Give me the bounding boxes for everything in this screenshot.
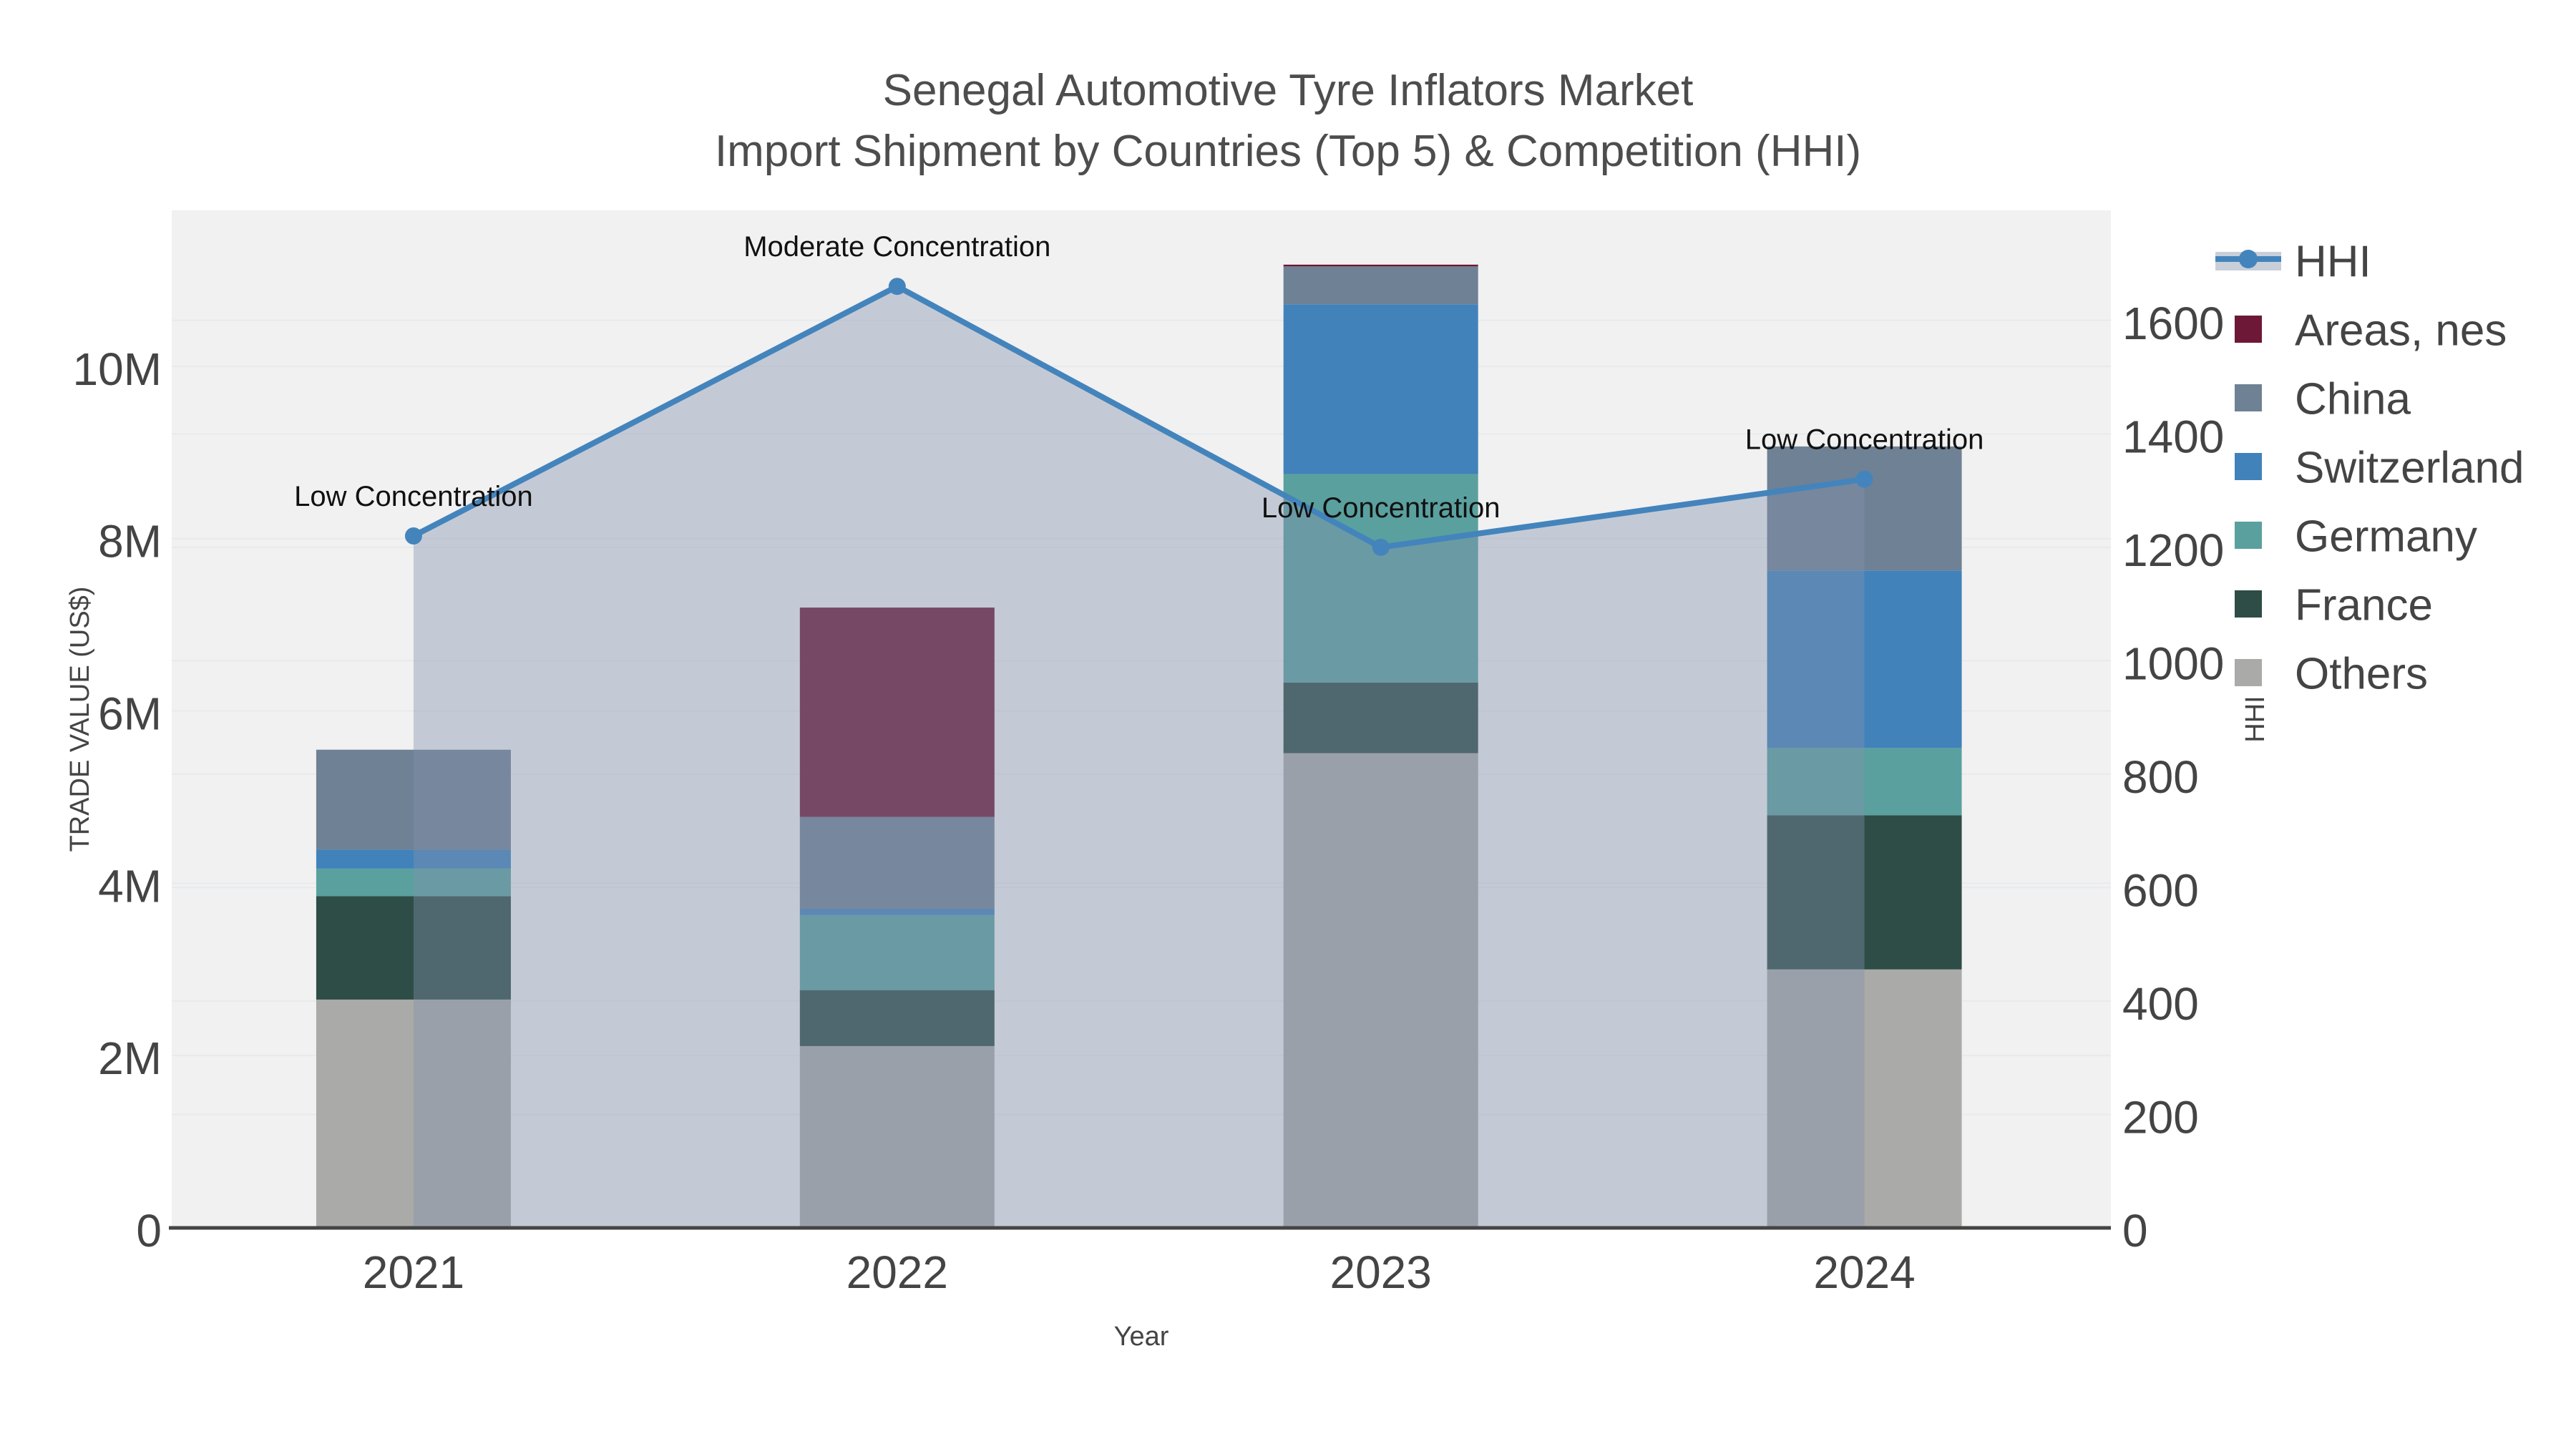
y-right-tick-800: 800 — [2122, 751, 2199, 803]
legend-label: Switzerland — [2295, 444, 2524, 493]
legend-label: Germany — [2295, 512, 2477, 562]
y-right-axis-title: HHI — [2240, 696, 2270, 742]
y-right-tick-1400: 1400 — [2122, 411, 2224, 462]
bar-segment-2022-Germany — [799, 914, 995, 990]
legend-swatch-Germany — [2235, 522, 2262, 549]
bar-segment-2023-France — [1283, 682, 1478, 753]
y-right-tick-1200: 1200 — [2122, 525, 2224, 576]
bar-segment-2022-Switzerland — [799, 909, 995, 915]
y-left-tick-2M: 2M — [98, 1033, 162, 1084]
y-left-tick-10M: 10M — [73, 343, 162, 395]
y-left-axis-title: TRADE VALUE (US$) — [65, 587, 95, 852]
chart-title-line2: Import Shipment by Countries (Top 5) & C… — [714, 127, 1862, 176]
legend-item-Areasnes[interactable]: Areas, nes — [2235, 306, 2507, 356]
bar-segment-2024-France — [1767, 815, 1962, 970]
hhi-marker-2023 — [1372, 538, 1390, 556]
legend-item-Others[interactable]: Others — [2235, 650, 2428, 699]
bar-segment-2023-Germany — [1283, 474, 1478, 683]
bar-segment-2023-Others — [1283, 753, 1478, 1228]
y-left-tick-0: 0 — [136, 1205, 162, 1257]
legend-swatch-France — [2235, 590, 2262, 618]
x-tick-2021: 2021 — [363, 1246, 464, 1298]
y-right-tick-1000: 1000 — [2122, 638, 2224, 689]
hhi-marker-2021 — [404, 527, 422, 545]
legend-label: Areas, nes — [2295, 306, 2507, 356]
y-right-tick-600: 600 — [2122, 864, 2199, 916]
bar-segment-2022-France — [799, 990, 995, 1046]
legend-item-China[interactable]: China — [2235, 375, 2411, 424]
legend-swatch-Areasnes — [2235, 316, 2262, 343]
bar-segment-2021-Others — [316, 999, 511, 1228]
bar-segment-2024-Switzerland — [1767, 570, 1962, 748]
bar-segment-2022-Areasnes — [799, 608, 995, 817]
bar-segment-2024-Others — [1767, 969, 1962, 1228]
legend-label: Others — [2295, 650, 2428, 699]
legend-item-France[interactable]: France — [2235, 581, 2433, 630]
chart-title-line1: Senegal Automotive Tyre Inflators Market — [882, 66, 1694, 115]
hhi-line — [410, 283, 1868, 550]
hhi-marker-2022 — [888, 278, 906, 296]
bar-segment-2022-Others — [799, 1045, 995, 1228]
bar-segment-2024-Germany — [1767, 748, 1962, 816]
bar-segment-2023-Areasnes — [1283, 264, 1478, 267]
bar-segment-2021-France — [316, 896, 511, 1000]
bar-segment-2024-China — [1767, 446, 1962, 571]
bar-segment-2022-China — [799, 816, 995, 909]
x-tick-2024: 2024 — [1813, 1246, 1915, 1298]
x-axis-title: Year — [1114, 1322, 1169, 1352]
bar-segment-2023-China — [1283, 266, 1478, 305]
y-right-tick-200: 200 — [2122, 1091, 2199, 1143]
y-left-tick-4M: 4M — [98, 860, 162, 912]
legend-item-Germany[interactable]: Germany — [2235, 512, 2477, 562]
bar-segment-2021-Germany — [316, 868, 511, 897]
legend-swatch-China — [2235, 384, 2262, 411]
annotation-2024: Low Concentration — [1745, 424, 1984, 456]
legend-swatch-Others — [2235, 659, 2262, 686]
hhi-marker-2024 — [1855, 470, 1873, 488]
bar-segment-2021-China — [316, 749, 511, 850]
y-left-tick-8M: 8M — [98, 516, 162, 567]
y-right-tick-1600: 1600 — [2122, 298, 2224, 349]
legend-label: China — [2295, 375, 2411, 424]
y-left-tick-6M: 6M — [98, 688, 162, 740]
annotation-2023: Low Concentration — [1262, 492, 1501, 524]
legend-label: France — [2295, 581, 2433, 630]
hhi-area-fill — [413, 286, 1865, 1228]
y-right-tick-400: 400 — [2122, 978, 2199, 1030]
legend-label: HHI — [2295, 238, 2371, 287]
legend-swatch-Switzerland — [2235, 453, 2262, 480]
bar-segment-2023-Switzerland — [1283, 304, 1478, 474]
legend-item-Switzerland[interactable]: Switzerland — [2235, 444, 2524, 493]
annotation-2021: Low Concentration — [294, 481, 533, 512]
x-tick-2023: 2023 — [1330, 1246, 1431, 1298]
bar-segment-2021-Switzerland — [316, 849, 511, 869]
annotation-2022: Moderate Concentration — [743, 231, 1050, 263]
legend-item-HHI[interactable]: HHI — [2215, 238, 2371, 287]
y-right-tick-0: 0 — [2122, 1205, 2148, 1257]
legend-hhi-marker — [2239, 250, 2258, 268]
x-tick-2022: 2022 — [847, 1246, 948, 1298]
